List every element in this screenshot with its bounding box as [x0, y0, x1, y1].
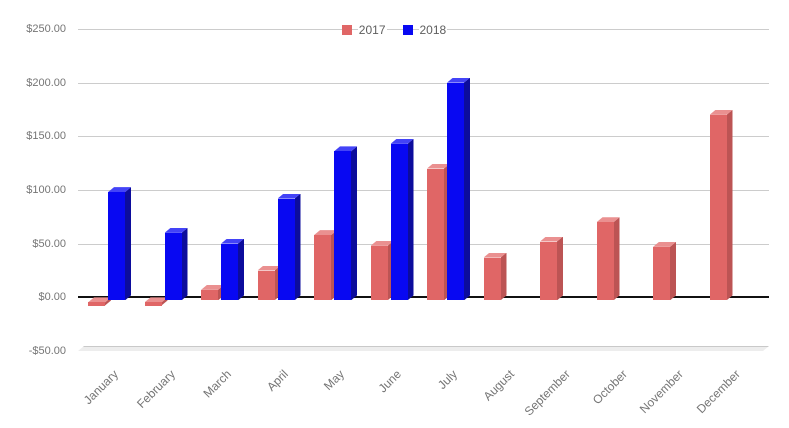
bar-front-face	[540, 241, 557, 301]
month-label-january: January	[80, 367, 121, 408]
gridline-150	[78, 136, 769, 138]
bar-front-face	[144, 302, 162, 306]
bar-top-face	[653, 242, 676, 247]
bar-side-face	[501, 253, 507, 301]
y-tick-label--50: -$50.00	[28, 345, 66, 357]
legend-item-2018[interactable]: 2018	[402, 23, 448, 37]
bar-side-face	[464, 78, 470, 301]
bar-top-face	[371, 241, 394, 246]
gridline-200	[78, 82, 769, 84]
bar-front-face	[108, 192, 125, 301]
y-tick-label-0: $0.00	[38, 291, 66, 304]
bar-2017-november[interactable]	[653, 242, 676, 301]
bar-front-face	[596, 222, 614, 301]
bar-top-face	[108, 187, 131, 192]
legend-item-2017[interactable]: 2017	[341, 23, 387, 37]
bar-2018-march[interactable]	[221, 239, 244, 301]
bar-side-face	[105, 297, 111, 305]
bar-front-face	[201, 289, 218, 301]
bar-front-face	[370, 245, 388, 301]
legend-label-2018: 2018	[418, 23, 448, 37]
bar-2017-august[interactable]	[483, 253, 507, 301]
bar-2017-february[interactable]	[144, 297, 168, 306]
gridline-100	[78, 190, 769, 191]
y-tick-label-150: $150.00	[26, 130, 66, 143]
bar-2018-february[interactable]	[164, 228, 188, 301]
bar-2017-october[interactable]	[596, 217, 620, 301]
bar-front-face	[653, 246, 670, 301]
bar-side-face	[351, 146, 357, 300]
bar-2017-september[interactable]	[540, 237, 563, 301]
bar-top-face	[391, 139, 414, 144]
y-tick-label-50: $50.00	[32, 237, 66, 250]
bar-top-face	[165, 228, 188, 233]
bar-front-face	[334, 151, 351, 301]
bar-front-face	[314, 235, 331, 301]
legend-swatch-2018-icon	[402, 25, 413, 35]
bar-side-face	[238, 239, 244, 301]
bar-2018-april[interactable]	[277, 194, 301, 301]
bar-side-face	[727, 110, 733, 300]
bar-2018-june[interactable]	[390, 139, 414, 301]
floor-plane	[78, 346, 769, 351]
bar-2018-may[interactable]	[334, 146, 357, 301]
bar-2017-january[interactable]	[88, 297, 111, 306]
y-tick-label-100: $100.00	[26, 184, 66, 196]
bar-top-face	[710, 110, 733, 115]
gridline-50	[78, 243, 769, 245]
bar-top-face	[258, 266, 281, 271]
legend-label-2017: 2017	[357, 23, 387, 37]
bar-top-face	[314, 230, 337, 235]
bar-top-face	[597, 217, 620, 222]
bar-side-face	[295, 194, 301, 301]
y-tick-label-200: $200.00	[26, 76, 66, 89]
bar-front-face	[88, 302, 105, 306]
zero-axis-line	[78, 296, 769, 299]
bar-side-face	[557, 237, 563, 301]
bar-front-face	[447, 82, 464, 301]
bar-front-face	[427, 168, 444, 301]
bar-side-face	[614, 217, 620, 300]
bar-top-face	[278, 194, 301, 199]
bar-front-face	[277, 198, 295, 301]
bar-top-face	[145, 297, 168, 302]
bar-top-face	[427, 164, 450, 169]
bar-side-face	[182, 228, 188, 300]
bar-top-face	[447, 78, 470, 83]
bar-2018-january[interactable]	[108, 187, 131, 301]
bar-top-face	[88, 297, 111, 302]
bar-top-face	[334, 146, 357, 151]
bar-2018-july[interactable]	[447, 78, 470, 301]
bar-front-face	[164, 232, 182, 301]
bar-front-face	[390, 143, 408, 301]
bar-top-face	[540, 237, 563, 242]
legend: 2017 2018	[0, 23, 789, 37]
legend-swatch-2017-icon	[341, 25, 352, 35]
y-tick-label-250: $250.00	[26, 23, 66, 35]
bar-top-face	[201, 285, 224, 290]
bar-top-face	[221, 239, 244, 244]
bar-side-face	[670, 242, 676, 300]
bar-front-face	[257, 270, 275, 301]
bar-side-face	[125, 187, 131, 300]
bar-front-face	[221, 243, 238, 301]
bar-2017-december[interactable]	[709, 110, 733, 301]
bar-front-face	[709, 114, 727, 301]
bar-front-face	[483, 257, 501, 301]
bar-side-face	[162, 297, 168, 305]
bar-side-face	[408, 139, 414, 300]
bar-top-face	[484, 253, 507, 258]
